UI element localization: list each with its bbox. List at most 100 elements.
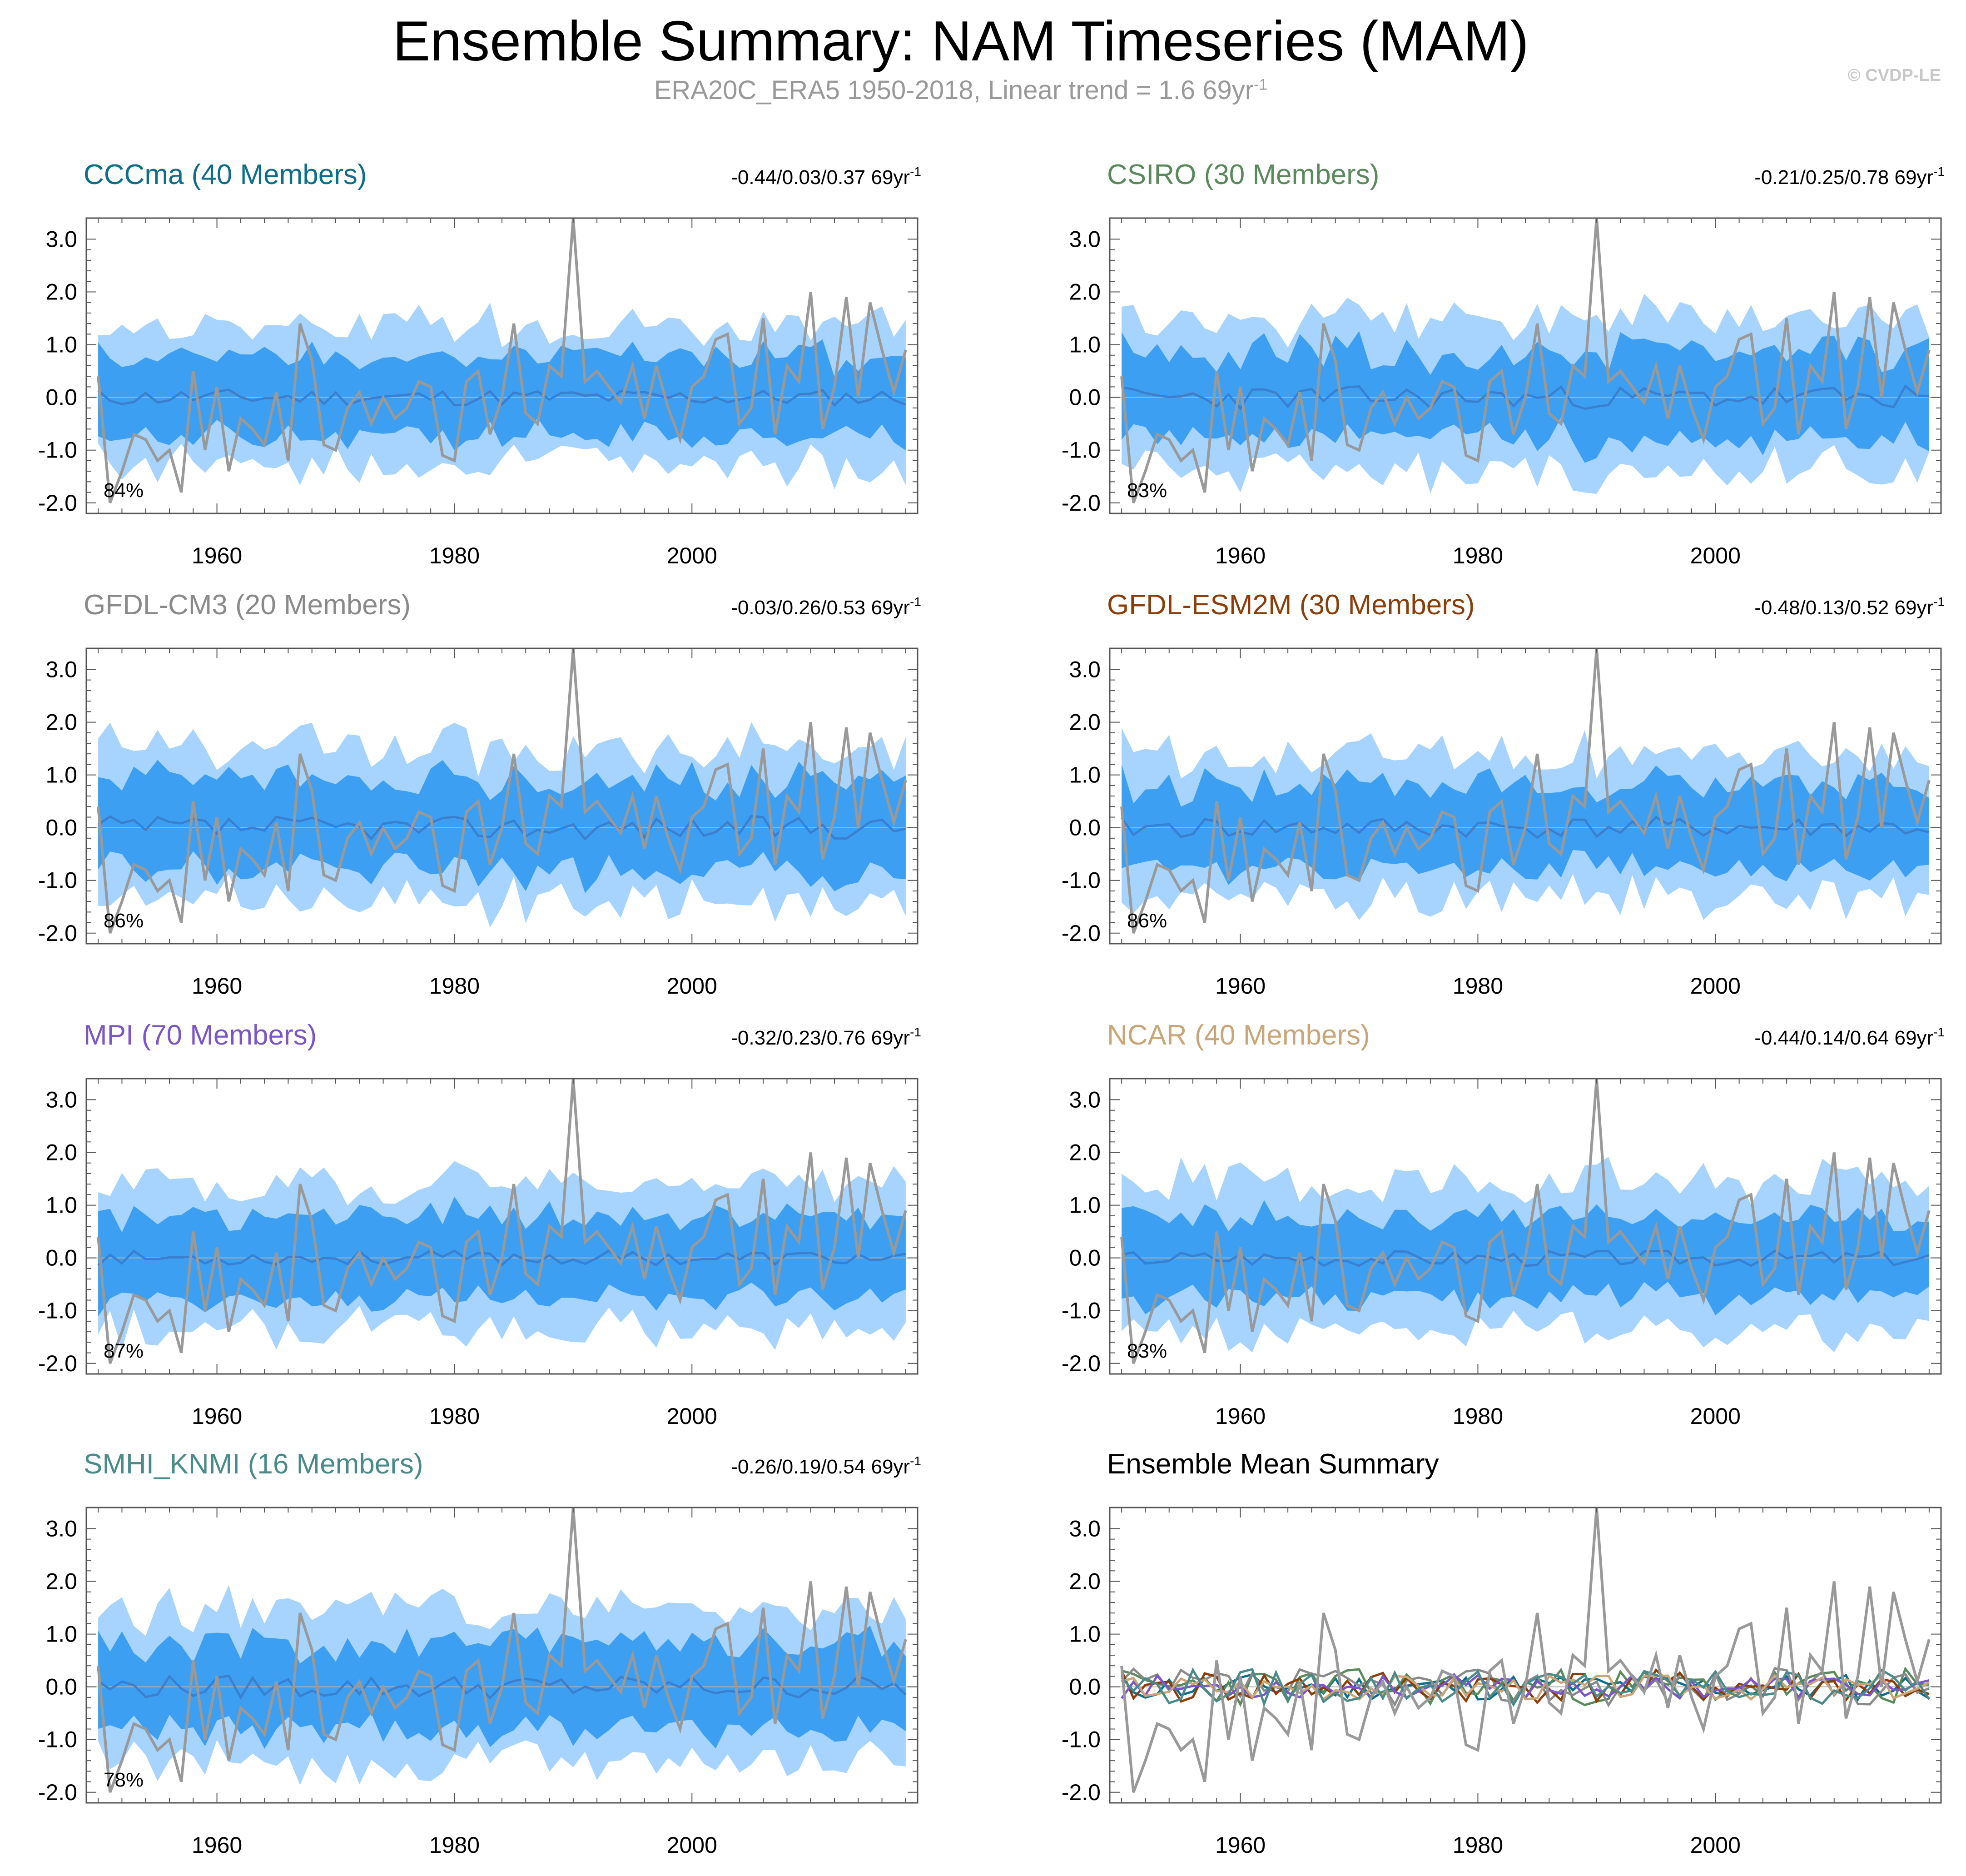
trend-superscript: -1 [910, 1025, 921, 1039]
y-tick-label: 2.0 [45, 1569, 77, 1594]
trend-label: -0.32/0.23/0.76 69yr-1 [731, 1025, 921, 1049]
observed-line [1120, 218, 1931, 503]
y-tick-label: 1.0 [45, 1193, 77, 1218]
observed-line [97, 218, 907, 503]
subtitle-superscript: -1 [1254, 76, 1268, 94]
trend-superscript: -1 [910, 164, 921, 179]
y-tick-label: 1.0 [1069, 1622, 1101, 1647]
panel-cccma: CCCma (40 Members) -0.44/0.03/0.37 69yr-1… [38, 159, 921, 568]
panel-title: GFDL-CM3 (20 Members) [84, 589, 411, 621]
plot-frame [1109, 1507, 1942, 1804]
figure-subtitle: ERA20C_ERA5 1950-2018, Linear trend = 1.… [0, 75, 1921, 105]
x-tick-label: 2000 [1690, 973, 1741, 999]
trend-text: -0.44/0.14/0.64 69yr [1754, 1027, 1933, 1049]
panel-gfdl-cm3: GFDL-CM3 (20 Members) -0.03/0.26/0.53 69y… [38, 589, 921, 999]
percent-label: 87% [104, 1340, 144, 1362]
y-tick-label: -1.0 [38, 868, 77, 893]
x-tick-label: 1960 [192, 543, 242, 568]
trend-text: -0.32/0.23/0.76 69yr [731, 1027, 910, 1049]
y-tick-label: -2.0 [1062, 1351, 1101, 1376]
y-tick-label: 3.0 [1069, 1516, 1101, 1541]
y-tick-label: 1.0 [45, 1622, 77, 1647]
percent-label: 86% [104, 910, 144, 932]
observed-line [1120, 648, 1931, 934]
percent-label: 78% [104, 1769, 144, 1791]
trend-superscript: -1 [910, 595, 921, 609]
panel-title: CSIRO (30 Members) [1107, 159, 1379, 190]
y-tick-label: -2.0 [1062, 490, 1101, 516]
panel-title: Ensemble Mean Summary [1107, 1448, 1439, 1480]
x-tick-label: 2000 [667, 1832, 717, 1858]
y-tick-label: 3.0 [45, 1516, 77, 1541]
y-tick-label: 0.0 [45, 385, 77, 410]
x-tick-label: 1980 [1453, 1832, 1503, 1858]
y-tick-label: 0.0 [1069, 1245, 1101, 1271]
panel-mpi: MPI (70 Members) -0.32/0.23/0.76 69yr-1 3.… [38, 1020, 921, 1429]
y-tick-label: 1.0 [1069, 1193, 1101, 1218]
observed-line [97, 648, 907, 934]
y-tick-label: -2.0 [38, 1780, 77, 1805]
y-tick-label: 3.0 [45, 226, 77, 252]
trend-label: -0.03/0.26/0.53 69yr-1 [731, 595, 921, 619]
x-tick-label: 1980 [429, 1403, 480, 1429]
y-tick-label: 3.0 [1069, 657, 1101, 682]
x-tick-label: 1980 [1453, 973, 1503, 999]
panel-csiro: CSIRO (30 Members) -0.21/0.25/0.78 69yr-1… [1062, 159, 1945, 568]
trend-text: -0.03/0.26/0.53 69yr [731, 597, 910, 619]
panel-smhi-knmi: SMHI_KNMI (16 Members) -0.26/0.19/0.54 69… [38, 1448, 921, 1858]
x-tick-label: 1960 [1215, 543, 1266, 568]
x-tick-label: 1960 [192, 1832, 242, 1858]
trend-text: -0.26/0.19/0.54 69yr [731, 1456, 910, 1478]
y-tick-label: 2.0 [45, 279, 77, 305]
x-tick-label: 2000 [1690, 1403, 1741, 1429]
percent-label: 86% [1127, 910, 1167, 932]
x-tick-label: 1980 [429, 973, 480, 999]
x-tick-label: 1960 [1215, 1832, 1266, 1858]
x-tick-label: 2000 [667, 543, 717, 568]
y-tick-label: -1.0 [1062, 868, 1101, 893]
observed-line [97, 1507, 907, 1793]
y-tick-label: -1.0 [38, 1727, 77, 1752]
trend-superscript: -1 [1933, 164, 1945, 179]
observed-line [1120, 1507, 1931, 1793]
y-tick-label: -2.0 [38, 1351, 77, 1376]
y-tick-label: 2.0 [1069, 1569, 1101, 1594]
percent-label: 83% [1127, 479, 1167, 502]
y-tick-label: -2.0 [1062, 1780, 1101, 1805]
panel-ensemblemean: Ensemble Mean Summary 3.0 2.0 1.0 0.0 -1.0 -2.… [1062, 1448, 1942, 1858]
x-tick-label: 1960 [1215, 973, 1266, 999]
trend-label: -0.26/0.19/0.54 69yr-1 [731, 1454, 921, 1478]
y-tick-label: 3.0 [45, 657, 77, 682]
y-tick-label: 0.0 [45, 1674, 77, 1700]
panel-title: MPI (70 Members) [84, 1020, 317, 1051]
trend-text: -0.21/0.25/0.78 69yr [1754, 166, 1933, 189]
y-tick-label: 0.0 [45, 815, 77, 841]
trend-text: -0.48/0.13/0.52 69yr [1754, 597, 1933, 619]
x-tick-label: 1960 [192, 1403, 242, 1429]
y-tick-label: 0.0 [1069, 815, 1101, 841]
x-tick-label: 2000 [1690, 543, 1741, 568]
percent-label: 83% [1127, 1340, 1167, 1362]
y-tick-label: 1.0 [1069, 762, 1101, 788]
y-tick-label: -1.0 [38, 438, 77, 463]
y-tick-label: 0.0 [45, 1245, 77, 1271]
trend-label: -0.44/0.14/0.64 69yr-1 [1754, 1025, 1945, 1049]
subtitle-text: ERA20C_ERA5 1950-2018, Linear trend = 1.… [654, 75, 1254, 105]
y-tick-label: 2.0 [1069, 1140, 1101, 1165]
y-tick-label: 2.0 [1069, 279, 1101, 305]
panel-gfdl-esm2m: GFDL-ESM2M (30 Members) -0.48/0.13/0.52 6… [1062, 589, 1945, 999]
y-tick-label: -1.0 [1062, 1298, 1101, 1324]
y-tick-label: -1.0 [1062, 438, 1101, 463]
x-tick-label: 1960 [1215, 1403, 1266, 1429]
trend-superscript: -1 [1933, 595, 1945, 609]
y-tick-label: 0.0 [1069, 385, 1101, 410]
trend-superscript: -1 [1933, 1025, 1945, 1039]
figure-title: Ensemble Summary: NAM Timeseries (MAM) [392, 10, 1529, 73]
y-tick-label: 1.0 [45, 762, 77, 788]
y-tick-label: 1.0 [1069, 332, 1101, 358]
y-tick-label: 3.0 [1069, 226, 1101, 252]
trend-text: -0.44/0.03/0.37 69yr [731, 166, 910, 189]
y-tick-label: 2.0 [45, 1140, 77, 1165]
observed-line [97, 1078, 907, 1364]
